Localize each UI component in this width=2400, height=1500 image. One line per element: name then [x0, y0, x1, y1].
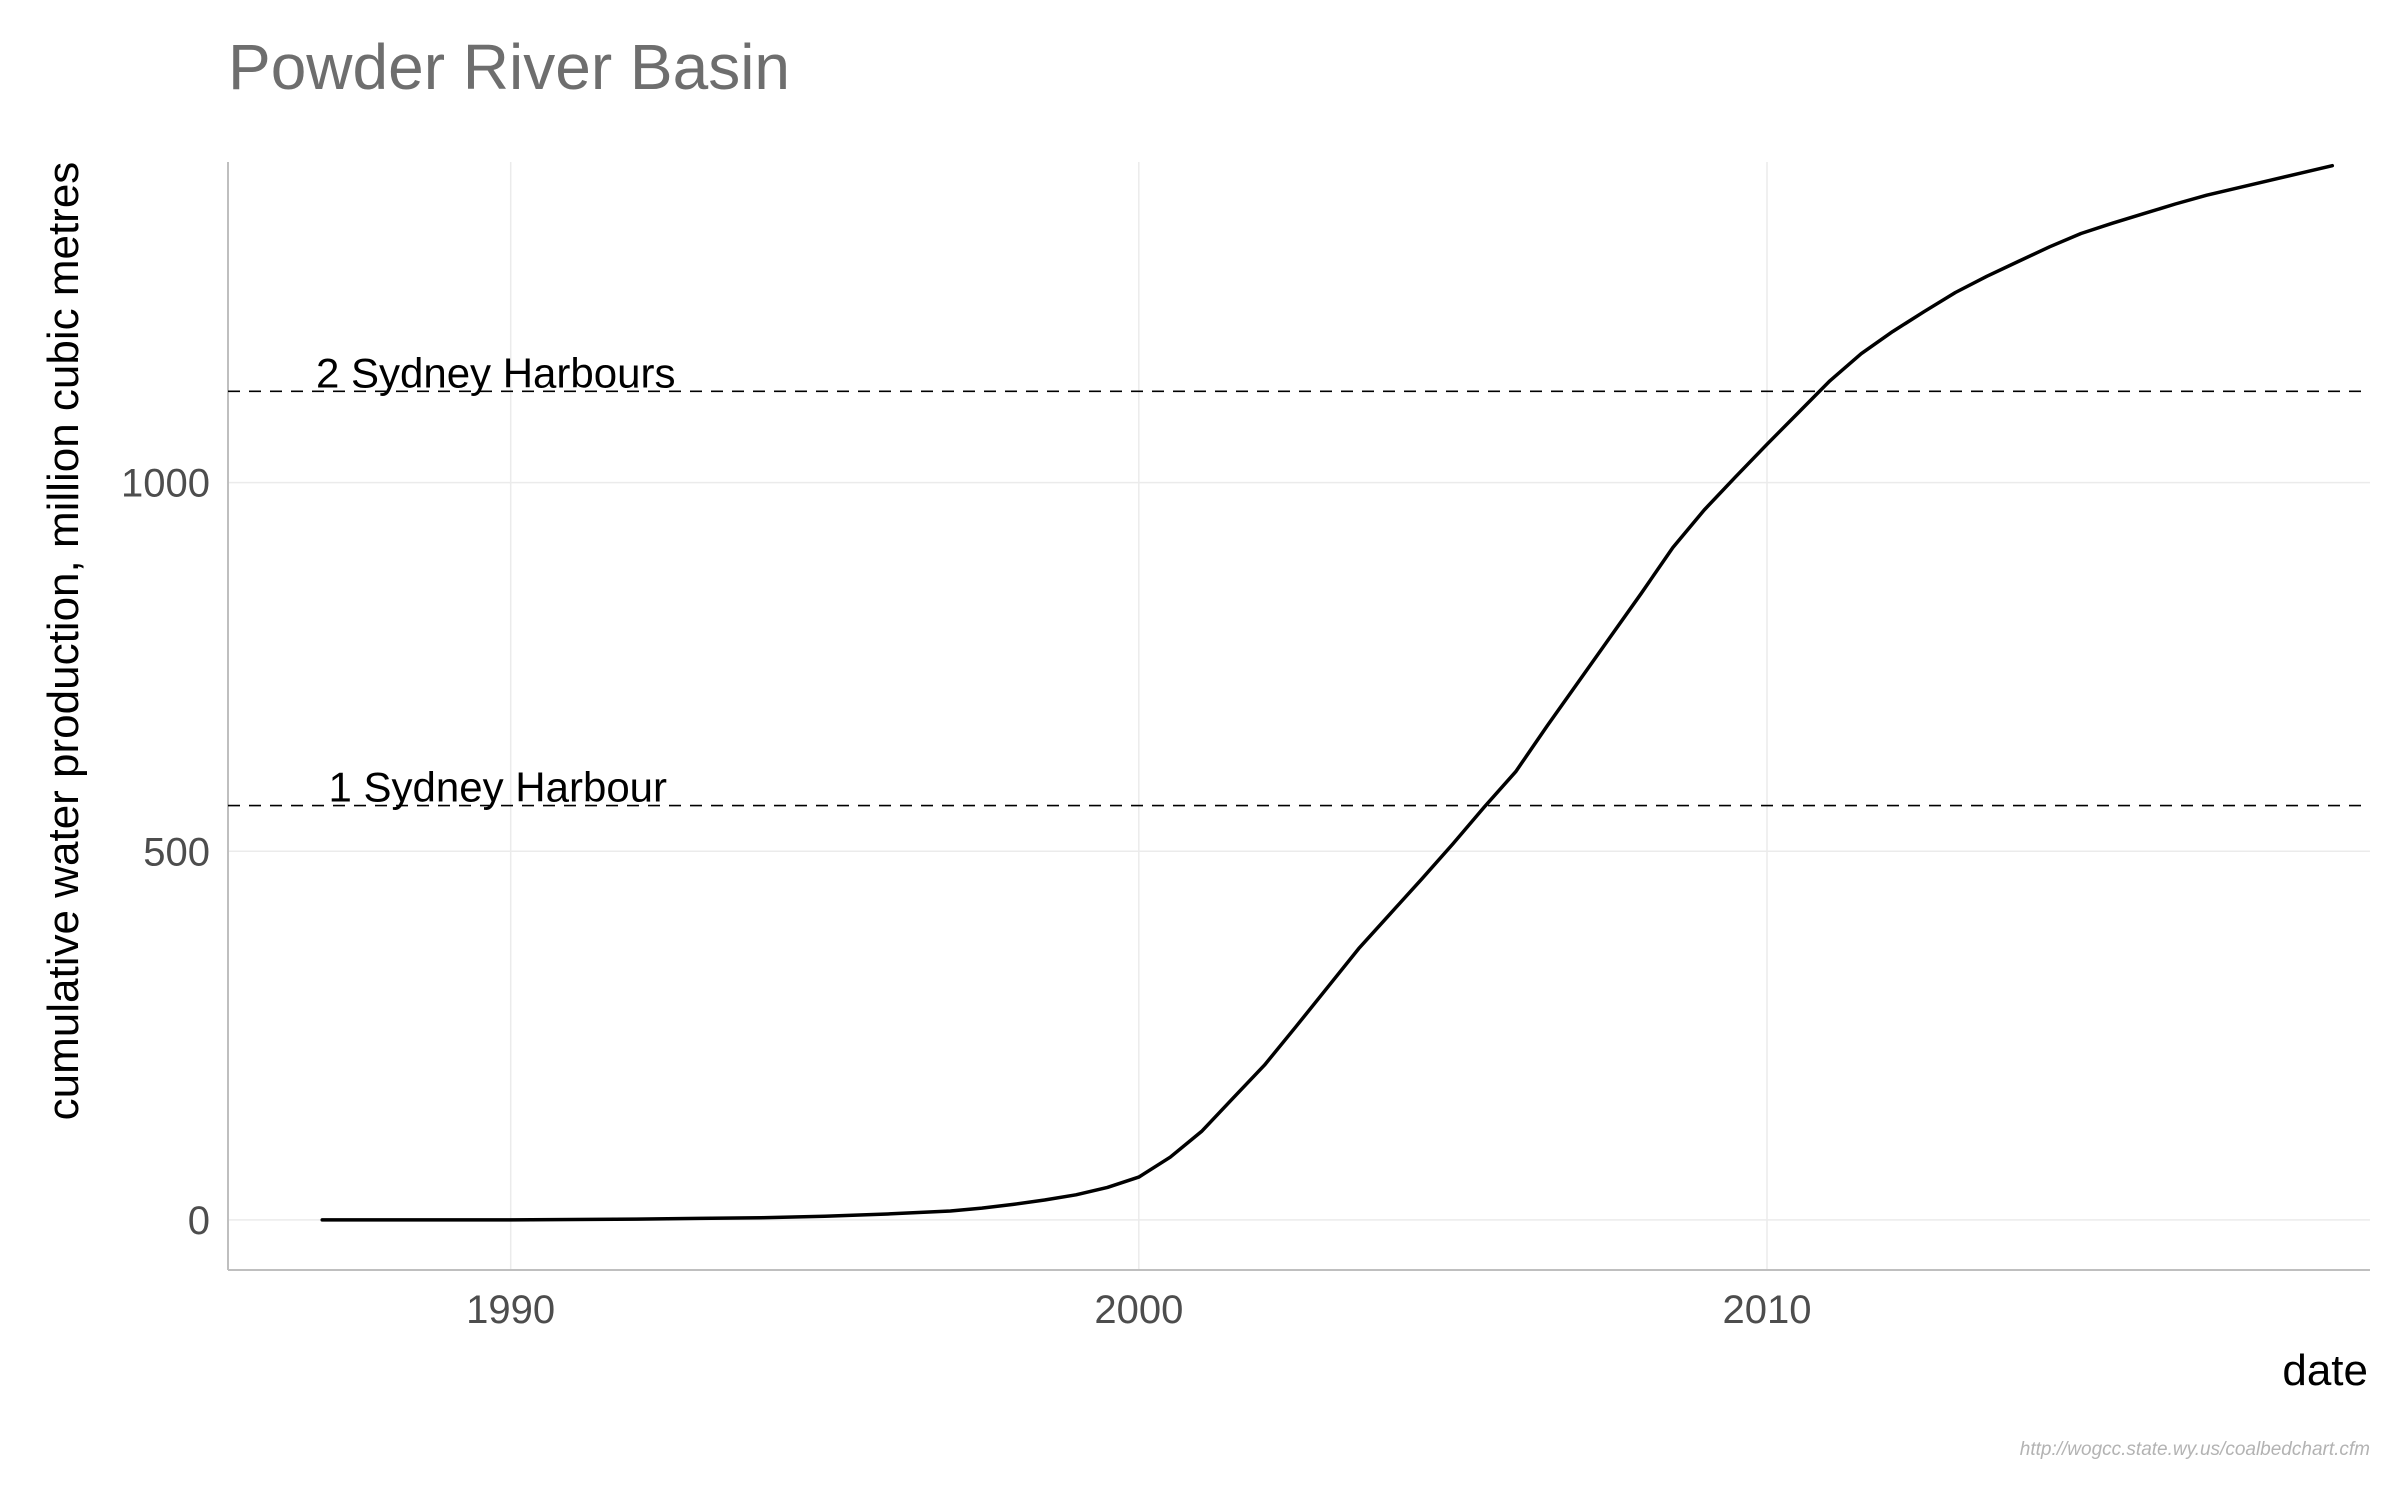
y-tick-label: 1000 — [121, 462, 210, 506]
reference-lines: 1 Sydney Harbour 2 Sydney Harbours — [228, 349, 2370, 811]
y-tick-label: 0 — [188, 1199, 210, 1243]
chart-title: Powder River Basin — [228, 31, 790, 103]
x-tick-labels: 1990 2000 2010 — [466, 1288, 1811, 1332]
series-layer — [320, 163, 2335, 1222]
grid — [228, 162, 2370, 1270]
x-tick-label: 2010 — [1722, 1288, 1811, 1332]
y-tick-labels: 0 500 1000 — [121, 462, 210, 1243]
axes — [227, 162, 2370, 1271]
y-tick-label: 500 — [143, 830, 210, 874]
x-tick-label: 2000 — [1094, 1288, 1183, 1332]
source-caption: http://wogcc.state.wy.us/coalbedchart.cf… — [2020, 1439, 2370, 1460]
reference-line-label: 2 Sydney Harbours — [316, 349, 676, 396]
reference-line-label: 1 Sydney Harbour — [329, 764, 668, 811]
series-line — [320, 163, 2335, 1222]
x-tick-label: 1990 — [466, 1288, 555, 1332]
y-axis-label: cumulative water production, million cub… — [39, 162, 88, 1121]
x-axis-label: date — [2282, 1346, 2368, 1395]
